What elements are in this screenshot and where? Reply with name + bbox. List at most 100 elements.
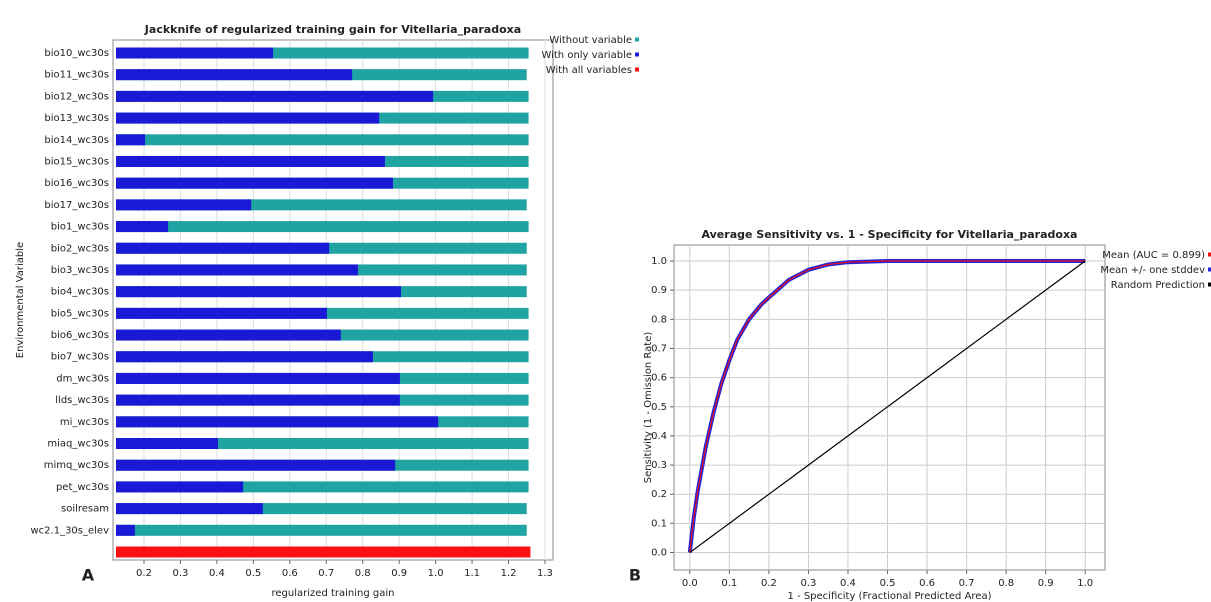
legend-label: Mean +/- one stddev [1100,265,1205,276]
y-tick-label: bio7_wc30s [51,352,109,363]
bar [116,329,341,341]
y-tick-label: miaq_wc30s [47,439,109,450]
x-tick-label: 0.7 [318,568,334,579]
y-tick-label: 0.8 [651,314,667,325]
legend-swatch [635,67,639,72]
y-tick-label: 0.4 [651,431,667,442]
y-tick-label: 0.1 [651,518,667,529]
y-tick-label: 0.7 [651,343,667,354]
panel-label: B [629,566,641,585]
x-tick-label: 0.7 [959,578,975,589]
x-tick-label: 0.4 [209,568,225,579]
x-tick-label: 0.3 [172,568,188,579]
bar [116,90,434,102]
y-tick-label: 0.9 [651,285,667,296]
x-tick-label: 0.4 [840,578,856,589]
y-tick-label: bio6_wc30s [51,330,109,341]
legend-swatch [1208,252,1211,257]
y-tick-label: soilresam [61,504,109,515]
series-line [689,260,1086,553]
legend-label: With all variables [546,65,632,76]
x-tick-label: 0.9 [1038,578,1054,589]
bar [116,438,529,450]
panel-label: A [82,566,95,585]
y-tick-label: bio4_wc30s [51,287,109,298]
y-tick-label: wc2.1_30s_elev [30,525,109,536]
legend-label: Mean (AUC = 0.899) [1102,250,1205,261]
legend-label: Without variable [549,35,632,46]
bar [116,524,527,536]
series-line [689,260,1086,553]
bar [116,134,529,146]
chart-title: Average Sensitivity vs. 1 - Specificity … [702,228,1078,241]
y-axis-label: Sensitivity (1 - Omission Rate) [643,332,654,484]
bar [116,416,439,428]
bar [116,503,263,515]
x-tick-label: 0.6 [919,578,935,589]
y-tick-label: 0.3 [651,460,667,471]
bar [116,524,135,536]
legend-swatch [635,52,639,57]
y-tick-label: bio1_wc30s [51,222,109,233]
y-tick-label: llds_wc30s [55,395,109,406]
legend-label: With only variable [541,50,632,61]
bar [116,372,400,384]
x-tick-label: 1.1 [464,568,480,579]
x-tick-label: 0.2 [136,568,152,579]
x-tick-label: 0.1 [721,578,737,589]
y-axis-label: Environmental Variable [15,242,26,358]
legend-swatch [1208,282,1211,287]
plot-area [112,39,554,561]
bar [116,199,527,211]
legend-swatch [1208,267,1211,272]
x-tick-label: 0.5 [880,578,896,589]
bar [116,438,218,450]
y-tick-label: 1.0 [651,256,667,267]
x-tick-label: 0.3 [800,578,816,589]
bar [116,221,529,233]
x-tick-label: 0.9 [391,568,407,579]
x-axis-label: regularized training gain [272,588,395,599]
y-tick-label: 0.5 [651,402,667,413]
y-tick-label: bio17_wc30s [44,200,109,211]
x-tick-label: 1.2 [501,568,517,579]
y-tick-label: bio16_wc30s [44,178,109,189]
bar [116,242,330,254]
bar [116,155,385,167]
chart-title: Jackknife of regularized training gain f… [144,23,521,36]
y-tick-label: dm_wc30s [56,373,109,384]
bar [116,546,531,558]
x-tick-label: 0.8 [355,568,371,579]
y-tick-label: bio13_wc30s [44,113,109,124]
y-tick-label: bio14_wc30s [44,135,109,146]
bar [116,503,527,515]
y-tick-label: bio3_wc30s [51,265,109,276]
bar [116,221,169,233]
bar [116,481,529,493]
bar [116,394,400,406]
y-tick-label: bio5_wc30s [51,308,109,319]
x-tick-label: 1.3 [537,568,553,579]
x-tick-label: 0.0 [682,578,698,589]
bar [116,69,353,81]
y-tick-label: 0.2 [651,489,667,500]
bar [116,459,396,471]
bar [116,481,244,493]
x-tick-label: 0.2 [761,578,777,589]
x-tick-label: 0.5 [245,568,261,579]
y-tick-label: bio15_wc30s [44,156,109,167]
bar [116,134,146,146]
x-tick-label: 0.8 [998,578,1014,589]
bar [116,47,529,59]
bar [116,112,380,124]
bar [116,286,401,298]
y-tick-label: 0.6 [651,373,667,384]
y-tick-label: mi_wc30s [60,417,109,428]
bar [116,264,358,276]
y-tick-label: bio11_wc30s [44,70,109,81]
y-tick-label: pet_wc30s [56,482,109,493]
bar [116,199,252,211]
legend-label: Random Prediction [1111,280,1205,291]
y-tick-label: bio2_wc30s [51,243,109,254]
